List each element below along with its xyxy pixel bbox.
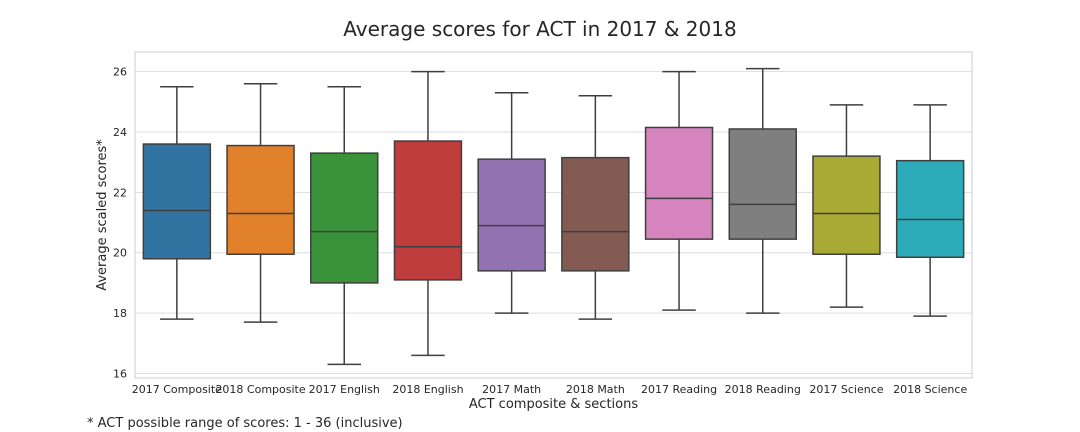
box-group xyxy=(728,67,797,314)
box-group xyxy=(644,70,714,311)
box-group xyxy=(226,82,295,323)
x-tick-label: 2018 English xyxy=(392,383,463,396)
y-axis-ticks: 16 18 20 22 24 26 xyxy=(113,66,127,381)
y-tick-label: 16 xyxy=(113,367,127,380)
x-axis-label: ACT composite & sections xyxy=(469,397,638,412)
y-axis-label: Average scaled scores* xyxy=(95,139,110,291)
y-tick-label: 26 xyxy=(113,66,127,79)
box-group xyxy=(310,85,379,366)
iqr-box xyxy=(728,128,797,240)
iqr-box xyxy=(477,158,546,272)
box-group xyxy=(812,104,881,308)
iqr-box xyxy=(142,143,212,260)
x-tick-label: 2018 Reading xyxy=(725,383,801,396)
y-tick-label: 22 xyxy=(113,186,127,199)
iqr-box xyxy=(393,140,463,281)
box-group xyxy=(142,85,212,320)
box-group xyxy=(393,70,463,357)
box-group xyxy=(561,95,630,320)
x-tick-label: 2017 Reading xyxy=(641,383,717,396)
box-group xyxy=(477,92,546,314)
chart-title: Average scores for ACT in 2017 & 2018 xyxy=(343,17,737,41)
iqr-box xyxy=(310,152,379,284)
x-tick-label: 2017 Math xyxy=(482,383,541,396)
box-group xyxy=(895,104,965,317)
y-tick-label: 18 xyxy=(113,307,127,320)
iqr-box xyxy=(561,156,630,272)
x-tick-label: 2017 Composite xyxy=(132,383,222,396)
x-tick-label: 2018 Science xyxy=(893,383,967,396)
iqr-box xyxy=(895,159,965,259)
iqr-box xyxy=(812,155,881,255)
y-tick-label: 24 xyxy=(113,126,127,139)
y-tick-label: 20 xyxy=(113,247,127,260)
iqr-box xyxy=(644,126,714,240)
boxes xyxy=(142,67,965,366)
plot-area-frame xyxy=(134,51,973,379)
iqr-box xyxy=(226,144,295,255)
footnote: * ACT possible range of scores: 1 - 36 (… xyxy=(87,416,403,431)
x-tick-label: 2017 English xyxy=(309,383,380,396)
x-tick-label: 2017 Science xyxy=(809,383,883,396)
x-tick-label: 2018 Math xyxy=(566,383,625,396)
x-tick-label: 2018 Composite xyxy=(215,383,305,396)
